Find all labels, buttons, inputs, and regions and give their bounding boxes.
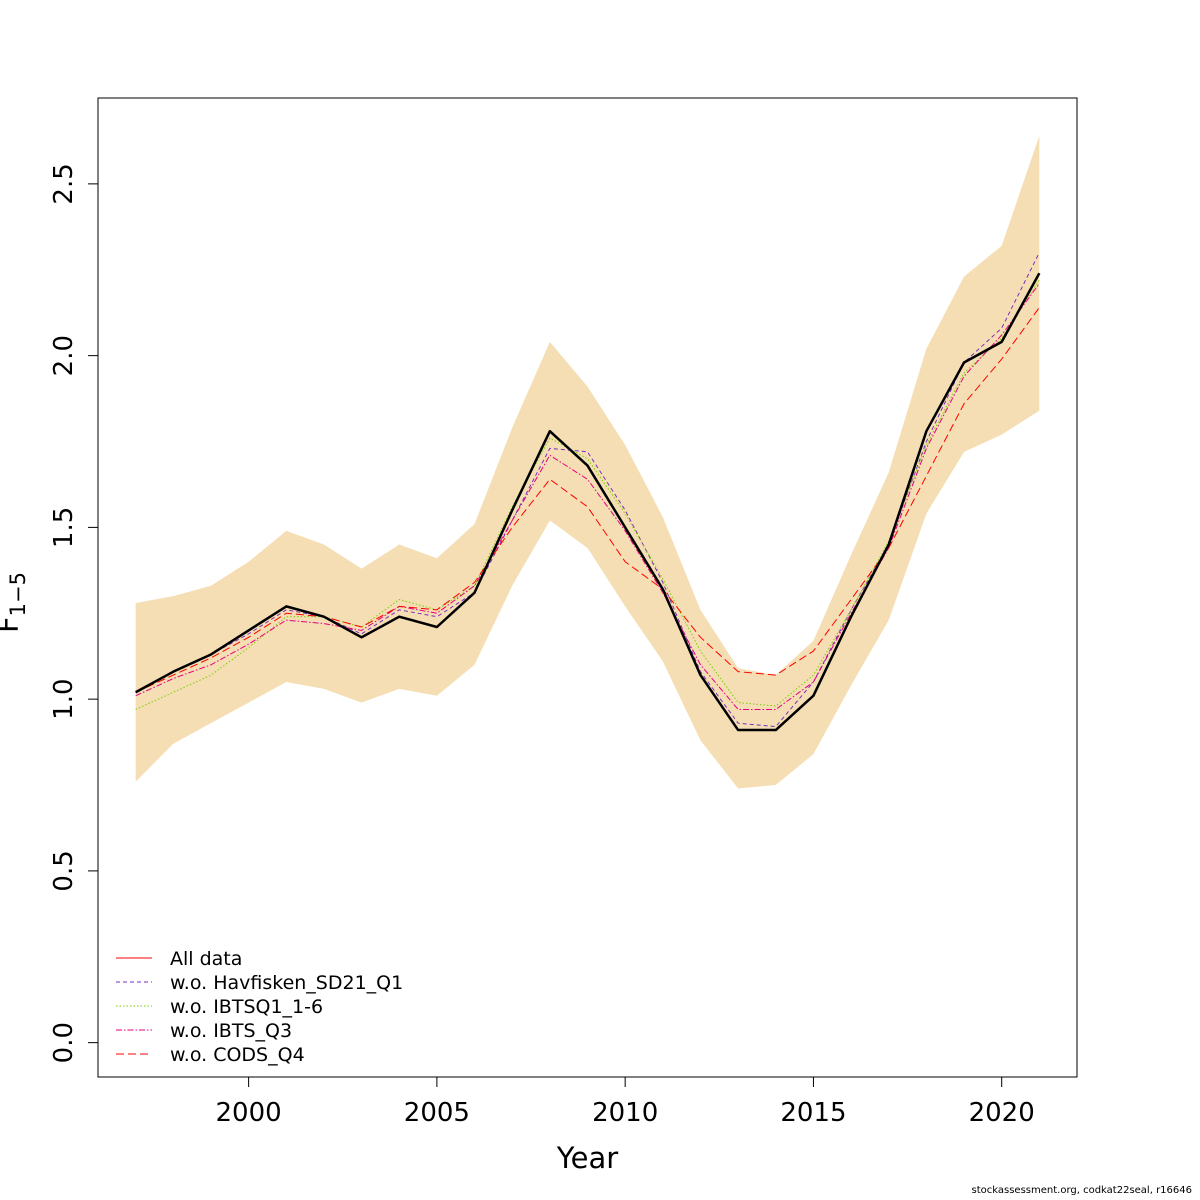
y-tick-label: 0.5 [49,850,79,891]
x-tick-label: 2020 [969,1098,1035,1128]
y-axis: 0.0 0.5 1.0 1.5 2.0 2.5 [49,163,99,1063]
x-axis-title: Year [556,1141,618,1175]
x-axis: 2000 2005 2010 2015 2020 [216,1076,1035,1128]
footer-credit: stockassessment.org, codkat22seal, r1664… [971,1185,1192,1196]
legend-label-0: All data [170,948,242,970]
x-tick-label: 2010 [592,1098,658,1128]
y-axis-title-main: F [0,616,25,633]
series-layer [135,252,1041,732]
series-line-4 [135,307,1040,693]
legend-label-1: w.o. Havfisken_SD21_Q1 [170,972,403,994]
legend-label-2: w.o. IBTSQ1_1-6 [170,996,323,1018]
y-tick-label: 2.0 [49,335,79,376]
y-axis-title-subscript: 1−5 [6,572,30,616]
x-tick-label: 2005 [404,1098,470,1128]
y-tick-label: 0.0 [49,1022,79,1063]
y-tick-label: 1.5 [49,507,79,548]
y-tick-label: 1.0 [49,678,79,719]
y-axis-title: F1−5 [0,572,30,633]
y-tick-label: 2.5 [49,163,79,204]
x-tick-label: 2000 [216,1098,282,1128]
confidence-band [135,135,1040,789]
x-tick-label: 2015 [780,1098,846,1128]
legend-label-4: w.o. CODS_Q4 [170,1044,305,1066]
legend-label-3: w.o. IBTS_Q3 [170,1020,292,1042]
confidence-band-layer [135,135,1040,789]
series-line-0 [135,272,1041,732]
